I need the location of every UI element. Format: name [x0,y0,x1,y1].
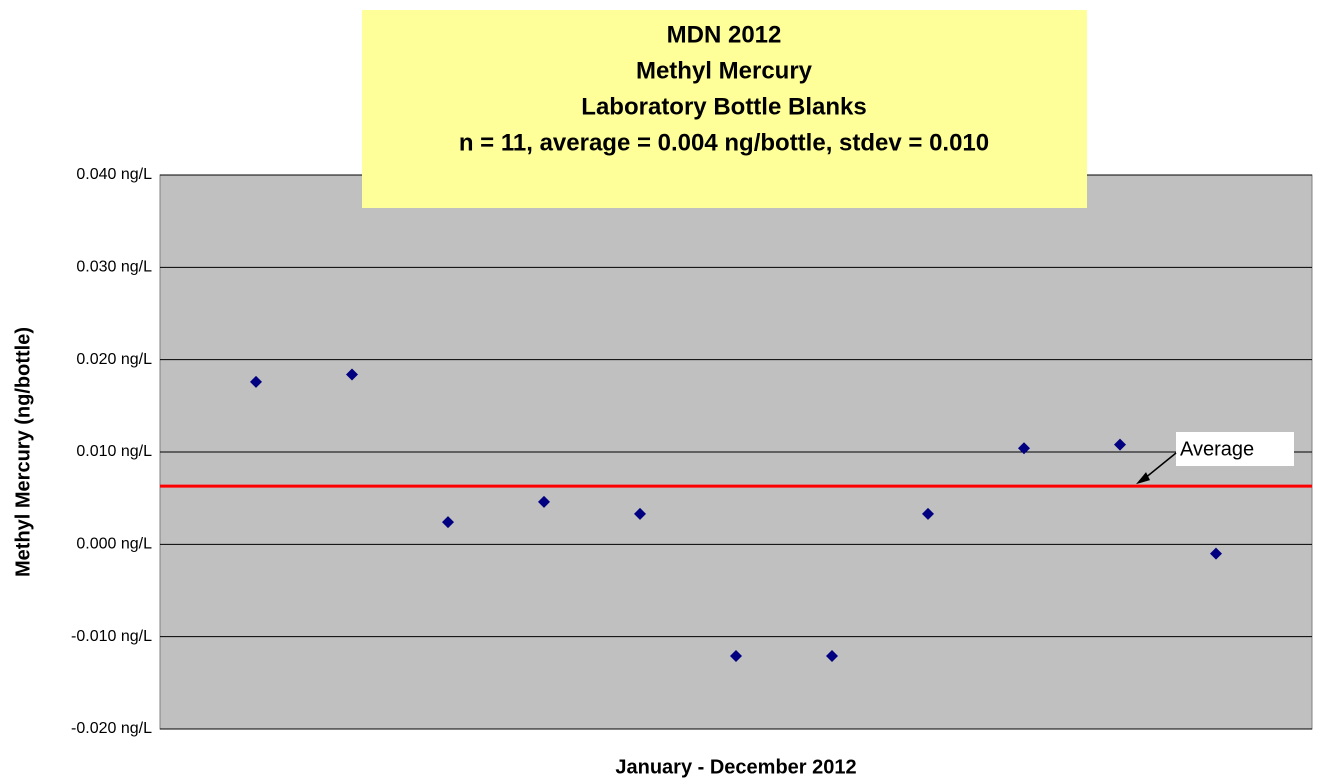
point [538,495,550,508]
chart-title: n = 11, average = 0.004 ng/bottle, stdev… [459,129,989,156]
y-tick-label: 0.040 ng/L [76,166,152,183]
y-tick-label: 0.030 ng/L [76,259,152,276]
chart-title: Methyl Mercury [636,57,813,84]
point [250,375,262,388]
x-axis-label: January - December 2012 [615,756,856,778]
y-tick-label: 0.020 ng/L [76,351,152,368]
y-tick-label: -0.010 ng/L [71,628,152,645]
point [1018,442,1030,455]
point [826,650,838,663]
point [346,368,358,381]
y-axis-label: Methyl Mercury (ng/bottle) [12,327,34,577]
point [922,507,934,520]
y-tick-label: 0.000 ng/L [76,536,152,553]
point [442,516,454,529]
chart-title: MDN 2012 [667,21,782,48]
arrow-head [1136,472,1150,485]
title-box [362,10,1087,208]
annotation-box [1176,432,1294,466]
point [1114,438,1126,451]
chart-title: Laboratory Bottle Blanks [581,93,866,120]
y-tick-label: 0.010 ng/L [76,443,152,460]
point [634,507,646,520]
point [1210,547,1222,560]
y-tick-label: -0.020 ng/L [71,720,152,737]
point [730,650,742,663]
annotation: Average [1180,438,1254,460]
